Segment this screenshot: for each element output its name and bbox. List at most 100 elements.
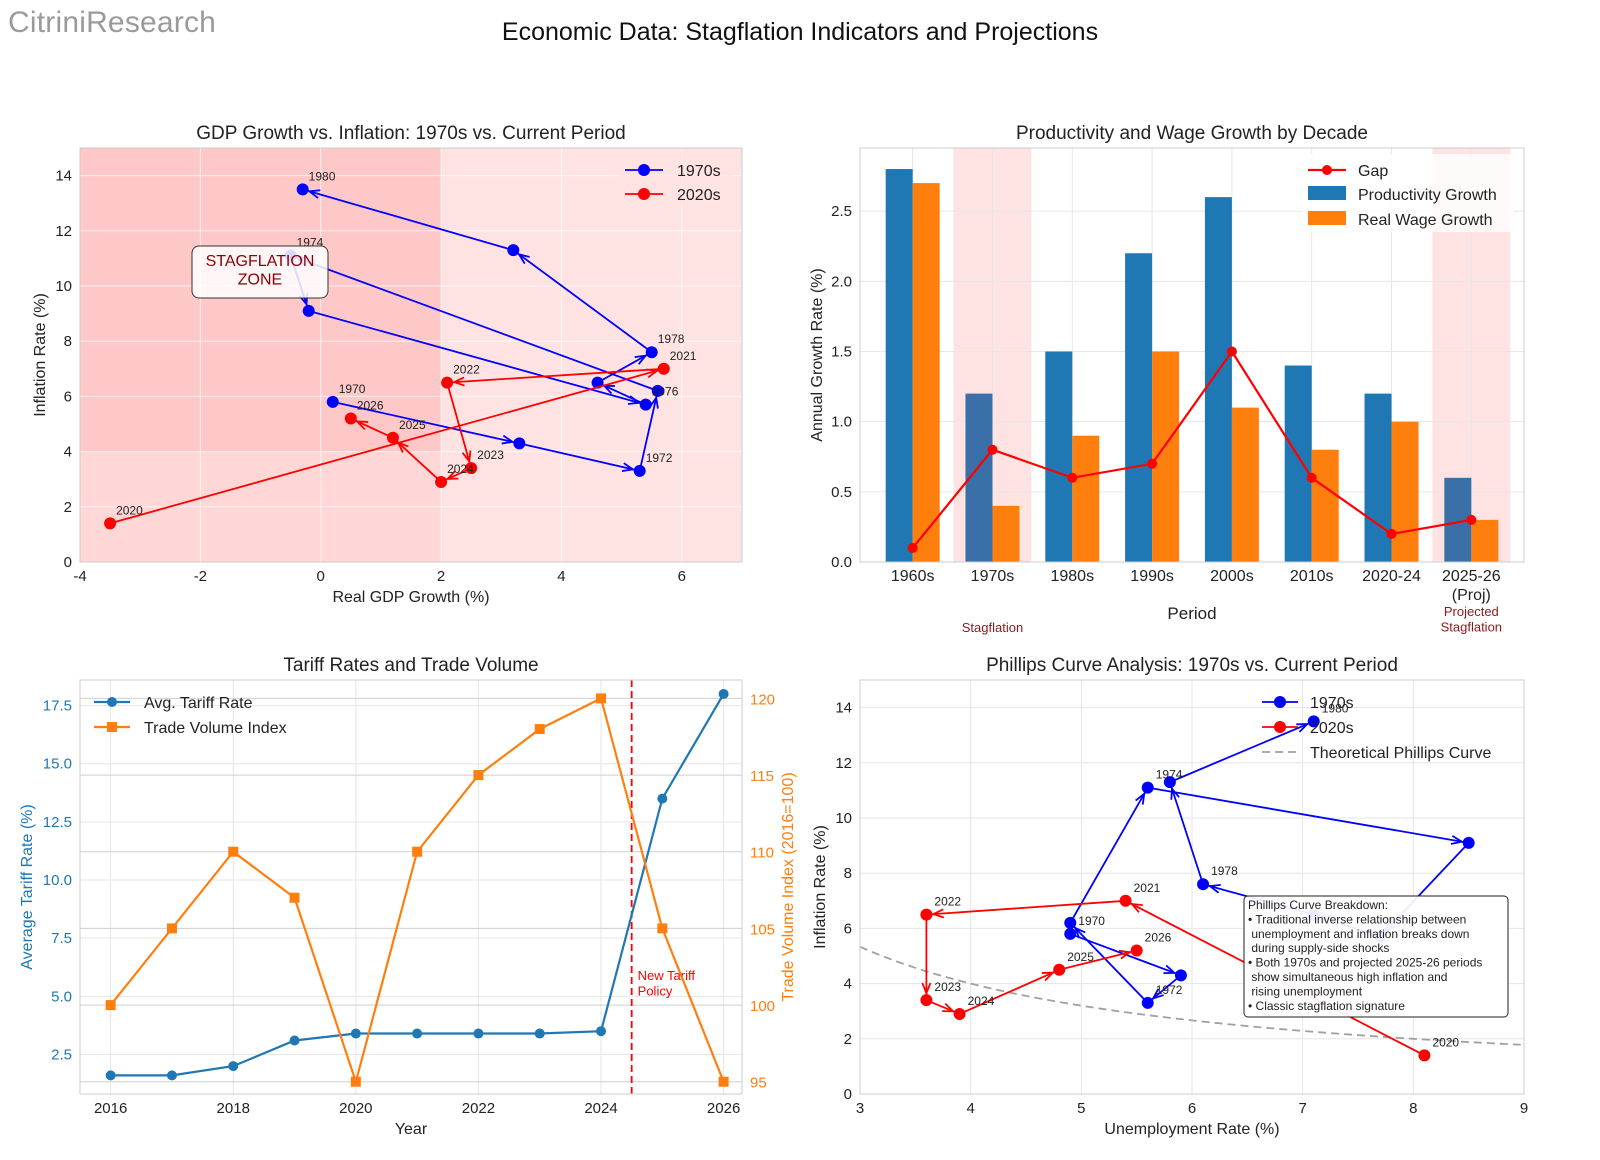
- data-point: [473, 1028, 484, 1039]
- data-point: [465, 462, 478, 475]
- data-point: [651, 384, 664, 397]
- series-line: [302, 188, 514, 251]
- x-tick-label: 2026: [707, 1100, 740, 1117]
- x-tick-label: 4: [966, 1100, 974, 1117]
- gdp-chart-frame: [79, 147, 743, 563]
- y2-tick-label: 115: [750, 768, 774, 785]
- x-tick-label: -2: [194, 568, 207, 585]
- y-tick-label: 17.5: [43, 698, 72, 715]
- data-point: [657, 362, 670, 375]
- x-tick-label: 3: [856, 1100, 864, 1117]
- arrow-head: [1118, 949, 1133, 960]
- data-point: [657, 793, 668, 804]
- y-tick-label: 0: [844, 1086, 852, 1103]
- text-line: • Classic stagflation signature: [1248, 999, 1405, 1013]
- data-point: [412, 1028, 423, 1039]
- y-tick-label: 2.0: [831, 273, 852, 290]
- y-tick-label: 0: [64, 554, 72, 571]
- point-label: 2025: [399, 418, 426, 432]
- x-tick-label: 2000s: [1210, 568, 1254, 585]
- x-tick-label: 2020-24: [1362, 568, 1421, 585]
- data-point: [513, 437, 526, 450]
- legend-marker: [107, 697, 117, 707]
- y2-tick-label: 105: [750, 921, 775, 938]
- y-tick-label: 12.5: [43, 814, 72, 831]
- y-tick-label: 2.5: [831, 203, 852, 220]
- data-point: [1119, 894, 1132, 907]
- series-line: [597, 351, 653, 384]
- text-line: during supply-side shocks: [1248, 941, 1389, 955]
- data-point: [344, 412, 357, 425]
- arrow-head: [396, 440, 409, 453]
- data-point: [1307, 715, 1320, 728]
- y-tick-label: 4: [844, 976, 852, 993]
- data-point: [920, 908, 933, 921]
- wage-bar: [1471, 519, 1499, 562]
- text-line: Phillips Curve Breakdown:: [1248, 898, 1388, 912]
- x-tick-label: 1980s: [1050, 568, 1094, 585]
- data-point: [657, 923, 668, 934]
- series-line: [1069, 922, 1149, 1004]
- x-axis-label: Unemployment Rate (%): [1104, 1121, 1279, 1138]
- data-point: [1141, 781, 1154, 794]
- series-line: [512, 249, 653, 353]
- gap-point: [907, 542, 918, 553]
- point-label: 1970: [1078, 914, 1105, 928]
- data-point: [718, 688, 729, 699]
- wage-bar: [1311, 449, 1339, 562]
- text-line: Stagflation: [1441, 620, 1502, 635]
- legend-label: Real Wage Growth: [1358, 212, 1493, 229]
- phillips-chart: 3 4 5 6 7 8 9 0 2 4 6 8 10 12 14 Phillips Curve Analysi…: [812, 655, 1528, 1138]
- gap-point: [1147, 458, 1158, 469]
- y2-tick-label: 95: [750, 1075, 767, 1092]
- point-label: 1980: [1322, 701, 1349, 715]
- legend-swatch: [1308, 186, 1346, 200]
- arrow-head: [501, 434, 515, 445]
- arrow-head: [930, 908, 945, 919]
- point-label: 2021: [1134, 881, 1161, 895]
- legend-marker: [1274, 721, 1286, 733]
- y-tick-label: 10: [55, 278, 72, 295]
- data-point: [296, 183, 309, 196]
- productivity-wage-chart: 0.0 0.5 1.0 1.5 2.0 2.5 1960s 1970s 1980s 1990s 20…: [809, 123, 1524, 635]
- legend-swatch: [1308, 211, 1346, 225]
- data-point: [441, 376, 454, 389]
- data-point: [166, 1070, 177, 1081]
- data-point: [386, 431, 399, 444]
- series-line: [290, 254, 659, 392]
- chart-title: Productivity and Wage Growth by Decade: [1016, 123, 1368, 144]
- arrow-head: [1450, 835, 1465, 845]
- data-point: [350, 1076, 361, 1087]
- point-label: 2024: [447, 462, 474, 476]
- annotation-box: [1243, 895, 1509, 1018]
- point-label: 2026: [357, 398, 384, 412]
- legend-label: 1970s: [1310, 695, 1354, 712]
- series-line: [1169, 720, 1315, 783]
- x-tick-label: 8: [1409, 1100, 1417, 1117]
- legend-marker: [107, 722, 117, 732]
- arrow-head: [1207, 883, 1221, 894]
- x-tick-label: 6: [678, 568, 686, 585]
- point-label: 2020: [1432, 1035, 1459, 1049]
- stagflation-zone-box: [191, 245, 329, 299]
- data-point: [1163, 776, 1176, 789]
- x-tick-label: 7: [1298, 1100, 1306, 1117]
- x-tick-label: 6: [1188, 1100, 1196, 1117]
- legend-label: Avg. Tariff Rate: [144, 695, 253, 712]
- y-tick-label: 1.5: [831, 343, 852, 360]
- text-line: Policy: [638, 984, 673, 999]
- series-line: [926, 899, 1126, 916]
- point-label: 2020: [116, 503, 143, 517]
- arrow-head: [942, 1002, 956, 1013]
- y-axis-label: Average Tariff Rate (%): [19, 804, 36, 969]
- legend-marker: [1274, 696, 1286, 708]
- legend-label: 2020s: [677, 187, 721, 204]
- arrow-head: [1129, 902, 1143, 913]
- data-point: [953, 1007, 966, 1020]
- y-tick-label: 4: [64, 444, 72, 461]
- point-label: 1976: [652, 385, 679, 399]
- legend-label: Productivity Growth: [1358, 187, 1497, 204]
- arrow-head: [921, 982, 932, 996]
- text-line: STAGFLATION: [206, 253, 315, 270]
- productivity-bar: [1284, 365, 1312, 562]
